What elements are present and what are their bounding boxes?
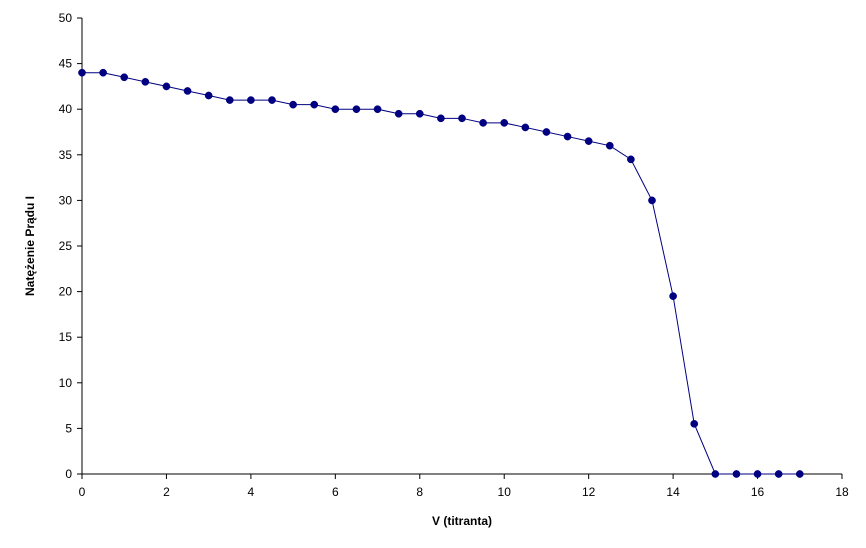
x-tick-label: 0 [79,485,86,499]
series-layer [78,68,804,478]
data-point [458,114,466,123]
data-point [225,96,234,104]
x-tick-label: 2 [163,485,170,499]
data-point [394,109,403,118]
data-point [690,419,699,428]
data-point [795,470,804,478]
data-point [141,77,150,86]
data-point [247,96,255,104]
x-tick-label: 6 [332,485,339,499]
x-axis-title: V (titranta) [432,514,492,528]
y-axis-ticks: 0 5 10 15 20 25 30 35 40 45 50 [59,11,82,481]
data-point [204,91,213,100]
series-line [82,72,800,475]
x-tick-label: 10 [498,485,512,499]
data-point [774,470,783,478]
x-tick-label: 4 [248,485,255,499]
data-point [648,196,656,205]
data-point [669,292,677,301]
y-tick-label: 20 [59,285,73,299]
data-point [268,96,276,104]
y-tick-label: 45 [59,57,73,71]
data-point [162,82,171,91]
axes [81,18,842,475]
data-point [479,119,487,127]
data-point [310,100,319,109]
y-tick-label: 40 [59,102,73,116]
y-tick-label: 25 [59,239,73,253]
data-point [500,119,509,127]
data-point [542,128,551,136]
data-point [352,105,361,114]
data-point [732,470,741,478]
y-tick-label: 10 [59,376,73,390]
data-point [753,470,762,478]
x-tick-label: 14 [666,485,680,499]
data-point [99,68,107,77]
data-point [627,155,635,164]
y-tick-label: 5 [65,421,72,435]
data-point [521,123,530,132]
data-point [563,132,572,141]
x-axis-ticks: 0 2 4 6 8 10 12 14 16 18 [79,474,849,499]
data-point [437,114,445,123]
data-point [373,105,382,114]
y-tick-label: 30 [59,193,73,207]
y-axis-title: Natężenie Prądu I [23,196,37,296]
data-point [584,137,593,145]
y-tick-label: 0 [65,467,72,481]
data-point [183,87,192,95]
data-point [605,141,614,150]
y-tick-label: 35 [59,148,73,162]
data-point [711,470,720,478]
x-tick-label: 12 [582,485,596,499]
x-tick-label: 16 [751,485,765,499]
x-tick-label: 18 [835,485,849,499]
data-point [120,73,129,82]
data-point [331,105,340,114]
y-tick-label: 15 [59,330,73,344]
y-tick-label: 50 [59,11,73,25]
data-point [289,100,297,109]
x-tick-label: 8 [416,485,423,499]
data-point [78,68,86,77]
data-point [415,109,424,118]
